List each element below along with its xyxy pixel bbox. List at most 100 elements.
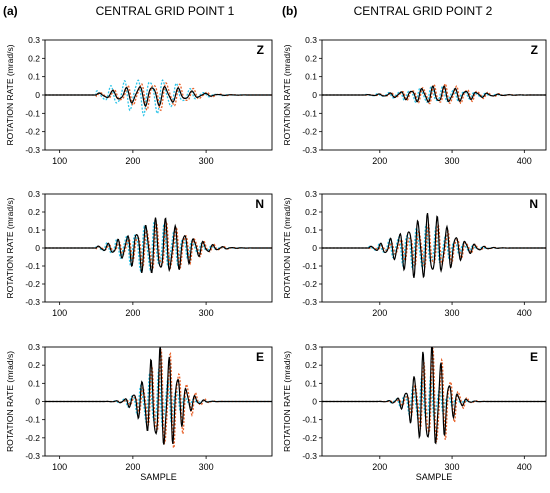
y-tick-label: -0.3 bbox=[25, 297, 40, 307]
y-tick-label: 0.2 bbox=[28, 207, 40, 217]
plot-frame bbox=[44, 39, 273, 151]
y-tick-label: 0.1 bbox=[305, 378, 317, 388]
x-axis-label: SAMPLE bbox=[140, 472, 177, 482]
y-tick-label: -0.2 bbox=[302, 433, 317, 443]
y-tick-label: 0.3 bbox=[305, 189, 317, 199]
panel-a-title: CENTRAL GRID POINT 1 bbox=[96, 4, 235, 18]
x-tick-label: 400 bbox=[517, 156, 532, 166]
y-tick-label: -0.1 bbox=[302, 415, 317, 425]
y-tick-label: -0.2 bbox=[302, 127, 317, 137]
y-tick-label: 0.3 bbox=[28, 342, 40, 352]
x-tick-label: 300 bbox=[445, 156, 460, 166]
y-axis-label: ROTATION RATE (mrad/s) bbox=[5, 44, 15, 145]
component-label: N bbox=[529, 197, 538, 211]
component-label: Z bbox=[257, 43, 264, 57]
component-label: N bbox=[255, 197, 264, 211]
x-tick-label: 300 bbox=[445, 462, 460, 472]
x-tick-label: 300 bbox=[199, 308, 214, 318]
y-tick-label: 0 bbox=[312, 243, 317, 253]
panel-a-letter: (a) bbox=[3, 4, 18, 18]
y-tick-label: 0.1 bbox=[305, 225, 317, 235]
plot-frame bbox=[321, 346, 547, 457]
trace-cyan bbox=[45, 79, 272, 117]
y-tick-label: 0.2 bbox=[305, 207, 317, 217]
y-tick-label: -0.2 bbox=[25, 127, 40, 137]
trace-black bbox=[322, 347, 546, 445]
y-tick-label: -0.1 bbox=[302, 108, 317, 118]
y-tick-label: -0.1 bbox=[25, 108, 40, 118]
x-tick-label: 200 bbox=[125, 156, 140, 166]
x-tick-label: 200 bbox=[372, 462, 387, 472]
x-tick-label: 100 bbox=[52, 462, 67, 472]
x-axis-label: SAMPLE bbox=[416, 472, 453, 482]
trace-orange bbox=[45, 82, 272, 112]
plot-frame bbox=[44, 346, 273, 457]
trace-black bbox=[45, 217, 272, 274]
y-axis-label: ROTATION RATE (mrad/s) bbox=[282, 351, 292, 452]
x-tick-label: 200 bbox=[372, 308, 387, 318]
component-label: E bbox=[256, 350, 264, 364]
y-tick-label: 0 bbox=[312, 397, 317, 407]
y-tick-label: -0.3 bbox=[302, 451, 317, 461]
x-tick-label: 400 bbox=[517, 308, 532, 318]
x-tick-label: 100 bbox=[52, 156, 67, 166]
y-axis-label: ROTATION RATE (mrad/s) bbox=[282, 197, 292, 298]
y-tick-label: 0 bbox=[312, 90, 317, 100]
y-tick-label: -0.3 bbox=[302, 297, 317, 307]
y-tick-label: -0.2 bbox=[25, 279, 40, 289]
subplot-a-z: 0.3 0.2 0.1 0 -0.1 -0.2 -0.3 100 200 300 ROTATION … bbox=[5, 35, 273, 166]
y-axis-label: ROTATION RATE (mrad/s) bbox=[282, 44, 292, 145]
plot-frame bbox=[44, 193, 273, 303]
subplot-b-n: 0.3 0.2 0.1 0 -0.1 -0.2 -0.3 200 300 400 ROTATION … bbox=[282, 189, 547, 318]
x-tick-label: 100 bbox=[52, 308, 67, 318]
y-tick-label: 0.1 bbox=[28, 72, 40, 82]
y-tick-label: 0.2 bbox=[305, 360, 317, 370]
x-tick-label: 200 bbox=[125, 308, 140, 318]
subplot-b-z: 0.3 0.2 0.1 0 -0.1 -0.2 -0.3 200 300 400 ROTATION … bbox=[282, 35, 547, 166]
x-tick-label: 300 bbox=[445, 308, 460, 318]
y-tick-label: 0.2 bbox=[305, 53, 317, 63]
y-tick-label: -0.1 bbox=[25, 261, 40, 271]
subplot-a-n: 0.3 0.2 0.1 0 -0.1 -0.2 -0.3 100 200 300 ROTATION … bbox=[5, 189, 273, 318]
y-tick-label: 0.1 bbox=[305, 72, 317, 82]
subplot-b-e: 0.3 0.2 0.1 0 -0.1 -0.2 -0.3 200 300 400 ROTATION … bbox=[282, 342, 547, 482]
y-tick-label: -0.3 bbox=[25, 145, 40, 155]
y-tick-label: -0.1 bbox=[302, 261, 317, 271]
x-tick-label: 200 bbox=[372, 156, 387, 166]
y-tick-label: -0.2 bbox=[25, 433, 40, 443]
y-tick-label: -0.1 bbox=[25, 415, 40, 425]
component-label: E bbox=[530, 350, 538, 364]
y-tick-label: 0 bbox=[35, 243, 40, 253]
x-tick-label: 200 bbox=[125, 462, 140, 472]
y-tick-label: 0.3 bbox=[28, 35, 40, 45]
y-tick-label: 0.1 bbox=[28, 378, 40, 388]
plot-frame bbox=[321, 39, 547, 151]
x-tick-label: 400 bbox=[517, 462, 532, 472]
panel-b-letter: (b) bbox=[282, 4, 297, 18]
panel-b-title: CENTRAL GRID POINT 2 bbox=[354, 4, 493, 18]
x-tick-label: 300 bbox=[199, 462, 214, 472]
trace-black bbox=[322, 212, 546, 279]
plot-frame bbox=[321, 193, 547, 303]
y-tick-label: -0.3 bbox=[25, 451, 40, 461]
y-tick-label: 0 bbox=[35, 90, 40, 100]
subplots: 0.3 0.2 0.1 0 -0.1 -0.2 -0.3 100 200 300 ROTATION … bbox=[5, 35, 547, 482]
y-axis-label: ROTATION RATE (mrad/s) bbox=[5, 197, 15, 298]
component-label: Z bbox=[531, 43, 538, 57]
y-tick-label: 0.1 bbox=[28, 225, 40, 235]
trace-black bbox=[45, 85, 272, 107]
trace-black bbox=[322, 85, 546, 103]
y-tick-label: 0 bbox=[35, 397, 40, 407]
y-tick-label: 0.3 bbox=[305, 35, 317, 45]
x-tick-label: 300 bbox=[199, 156, 214, 166]
y-axis-label: ROTATION RATE (mrad/s) bbox=[5, 351, 15, 452]
y-tick-label: -0.3 bbox=[302, 145, 317, 155]
trace-black bbox=[45, 347, 272, 445]
y-tick-label: 0.2 bbox=[28, 53, 40, 63]
y-tick-label: 0.3 bbox=[305, 342, 317, 352]
y-tick-label: 0.2 bbox=[28, 360, 40, 370]
y-tick-label: -0.2 bbox=[302, 279, 317, 289]
y-tick-label: 0.3 bbox=[28, 189, 40, 199]
subplot-a-e: 0.3 0.2 0.1 0 -0.1 -0.2 -0.3 100 200 300 ROTATION … bbox=[5, 342, 273, 482]
